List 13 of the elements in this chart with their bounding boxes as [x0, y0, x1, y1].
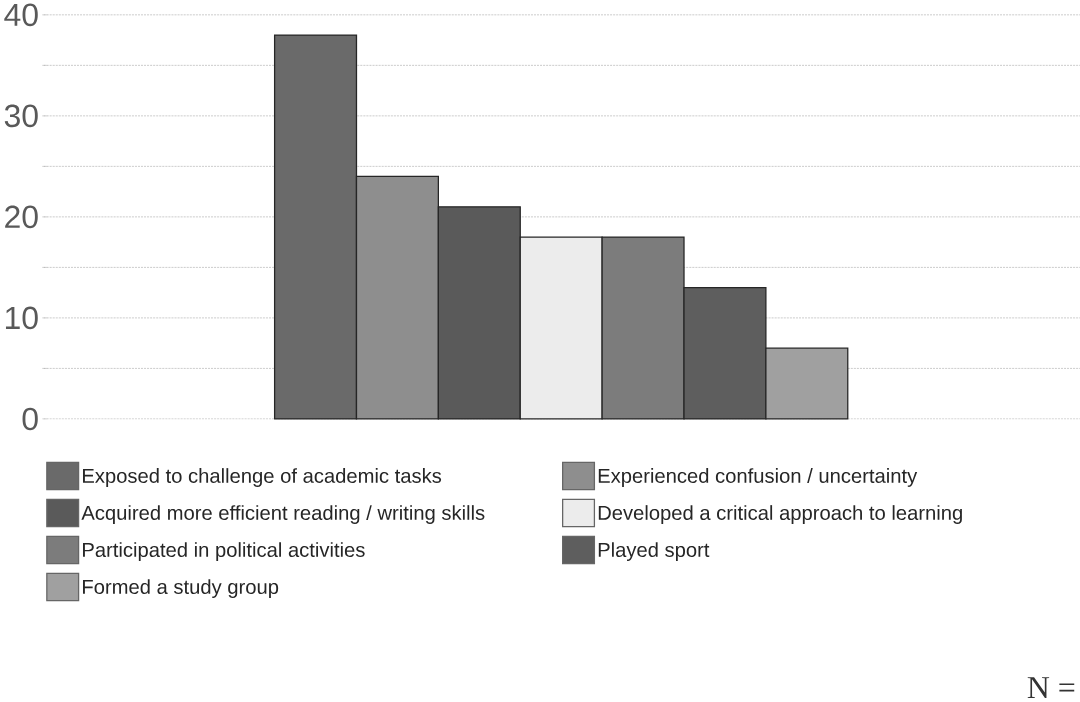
text: N =	[1027, 677, 1075, 699]
legend-label: Experienced confusion / uncertainty	[598, 468, 918, 488]
y-tick-label: 0	[22, 407, 38, 431]
y-tick-label: 30	[4, 104, 38, 128]
legend-label: Played sport	[598, 542, 710, 562]
legend-label: Acquired more efficient reading / writing skills	[81, 505, 485, 525]
legend-label: Exposed to challenge of academic tasks	[83, 468, 442, 488]
legend-label: Formed a study group	[83, 579, 279, 599]
legend-label: Developed a critical approach to learning	[598, 505, 962, 525]
legend-label: Participated in political activities	[83, 542, 365, 562]
y-tick-label: 20	[5, 205, 38, 229]
y-tick-label: 40	[4, 3, 38, 27]
y-tick-label: 10	[5, 306, 38, 330]
